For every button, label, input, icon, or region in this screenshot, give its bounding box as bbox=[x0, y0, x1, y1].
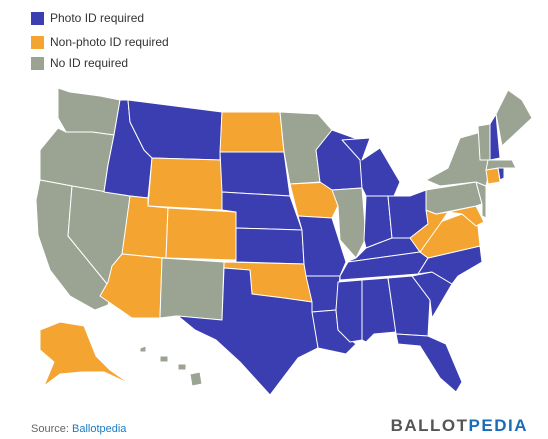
state bbox=[147, 157, 223, 211]
logo-first: BALLOT bbox=[391, 416, 469, 435]
logo-second: PEDIA bbox=[469, 416, 528, 435]
state bbox=[219, 151, 291, 197]
state bbox=[165, 207, 237, 261]
state bbox=[477, 123, 491, 161]
logo: BALLOTPEDIA bbox=[391, 416, 528, 435]
state bbox=[485, 159, 517, 171]
state bbox=[341, 137, 401, 197]
legend-label: No ID required bbox=[50, 56, 128, 70]
states bbox=[35, 87, 533, 396]
source: Source: Ballotpedia bbox=[31, 423, 127, 435]
state bbox=[57, 87, 121, 136]
legend-label: Photo ID required bbox=[50, 11, 144, 25]
state bbox=[39, 321, 131, 387]
source-label: Source: bbox=[31, 423, 69, 435]
state bbox=[387, 275, 431, 337]
state bbox=[189, 371, 203, 387]
legend-swatch bbox=[31, 57, 44, 70]
state bbox=[235, 227, 305, 265]
state bbox=[177, 363, 187, 371]
legend: Photo ID required Non-photo ID required … bbox=[31, 11, 169, 70]
state bbox=[177, 267, 319, 396]
state bbox=[139, 345, 147, 353]
legend-swatch bbox=[31, 12, 44, 25]
state bbox=[489, 113, 501, 161]
legend-swatch bbox=[31, 36, 44, 49]
state bbox=[219, 111, 285, 153]
state bbox=[495, 89, 533, 147]
source-link[interactable]: Ballotpedia bbox=[72, 423, 127, 435]
state bbox=[395, 333, 463, 393]
state bbox=[159, 257, 225, 321]
state bbox=[159, 355, 169, 363]
legend-label: Non-photo ID required bbox=[50, 35, 169, 49]
